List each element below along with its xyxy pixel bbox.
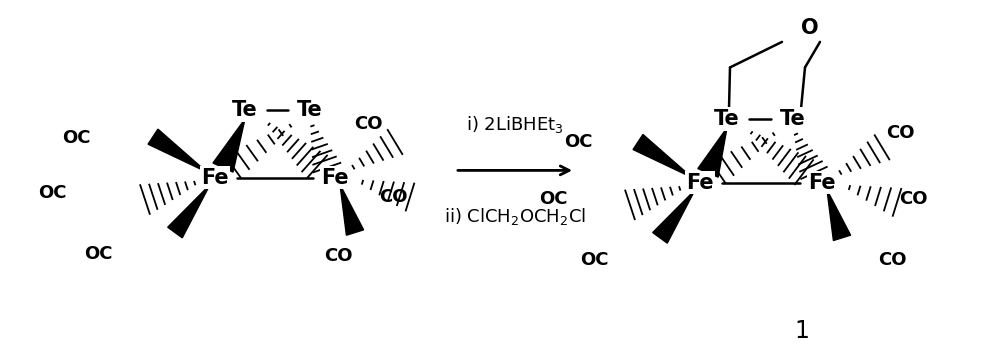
Text: CO: CO	[878, 251, 906, 269]
Polygon shape	[168, 185, 210, 238]
Text: OC: OC	[84, 245, 112, 263]
Text: CO: CO	[324, 247, 352, 264]
Text: OC: OC	[539, 190, 567, 208]
Text: OC: OC	[62, 130, 90, 147]
Text: Te: Te	[232, 100, 258, 120]
Text: CO: CO	[886, 124, 914, 142]
Polygon shape	[633, 135, 692, 178]
Polygon shape	[698, 128, 727, 177]
Text: 1: 1	[795, 319, 809, 343]
Polygon shape	[827, 190, 851, 241]
Polygon shape	[213, 119, 245, 172]
Text: CO: CO	[354, 115, 382, 133]
Text: Fe: Fe	[686, 173, 714, 193]
Text: OC: OC	[580, 251, 608, 269]
Text: Fe: Fe	[201, 168, 229, 187]
Text: O: O	[801, 18, 819, 38]
Polygon shape	[340, 185, 364, 235]
Text: i) 2LiBHEt$_3$: i) 2LiBHEt$_3$	[466, 114, 564, 135]
Polygon shape	[148, 129, 207, 172]
Text: CO: CO	[899, 190, 927, 208]
Text: Fe: Fe	[321, 168, 349, 187]
Text: Fe: Fe	[808, 173, 836, 193]
Polygon shape	[653, 190, 695, 243]
Text: Te: Te	[780, 109, 806, 129]
Text: OC: OC	[38, 185, 66, 202]
Text: Te: Te	[714, 109, 740, 129]
Text: CO: CO	[379, 188, 407, 206]
Text: OC: OC	[564, 133, 592, 151]
Text: Te: Te	[297, 100, 323, 120]
Text: ii) ClCH$_2$OCH$_2$Cl: ii) ClCH$_2$OCH$_2$Cl	[444, 206, 586, 227]
